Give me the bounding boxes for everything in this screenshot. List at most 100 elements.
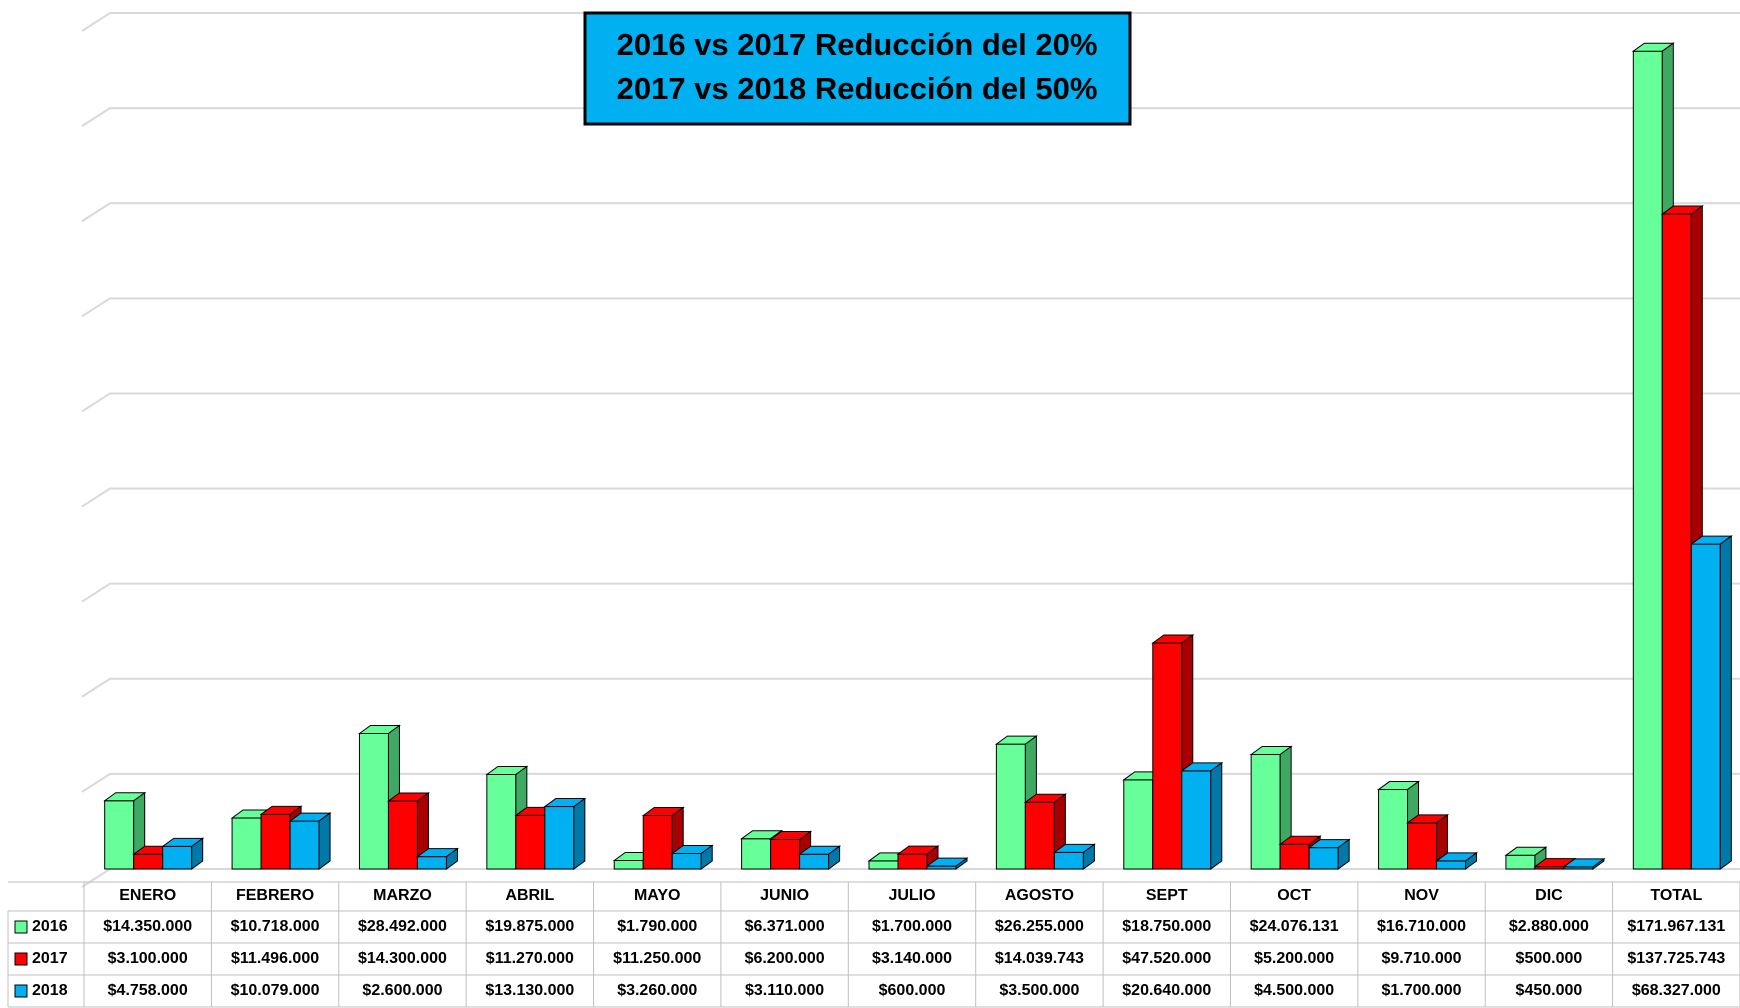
value-label: $4.500.000 xyxy=(1254,982,1334,999)
bar xyxy=(1435,851,1479,870)
x-tick-label: JULIO xyxy=(888,887,935,904)
value-label: $24.076.131 xyxy=(1250,918,1339,935)
bar-front xyxy=(770,839,801,870)
value-label: $171.967.131 xyxy=(1627,918,1725,935)
legend-key xyxy=(14,920,28,934)
bar-front xyxy=(387,800,418,870)
bar-side xyxy=(1465,851,1478,870)
value-label: $14.350.000 xyxy=(103,918,192,935)
bar xyxy=(1180,761,1224,870)
value-label: $137.725.743 xyxy=(1627,950,1725,967)
annotation: 2016 vs 2017 Reducción del 20% xyxy=(617,27,1098,62)
legend-label: 2017 xyxy=(32,950,68,967)
value-label: $2.600.000 xyxy=(362,982,442,999)
value-label: $18.750.000 xyxy=(1122,918,1211,935)
bar-front xyxy=(1279,843,1310,870)
bar-front xyxy=(1250,754,1281,870)
value-label: $11.496.000 xyxy=(231,950,319,967)
value-label: $14.039.743 xyxy=(995,950,1084,967)
value-label: $68.327.000 xyxy=(1632,982,1721,999)
bar-side xyxy=(573,797,586,870)
value-label: $47.520.000 xyxy=(1122,950,1211,967)
value-label: $1.790.000 xyxy=(617,918,697,935)
bar-front xyxy=(1407,822,1438,870)
legend-key xyxy=(14,952,28,966)
value-label: $28.492.000 xyxy=(358,918,447,935)
annotation: 2017 vs 2018 Reducción del 50% xyxy=(617,71,1098,106)
value-label: $1.700.000 xyxy=(1381,982,1461,999)
bar xyxy=(415,847,459,870)
bar xyxy=(1562,857,1606,870)
value-label: $4.758.000 xyxy=(108,982,188,999)
legend-label: 2018 xyxy=(32,982,68,999)
legend-key xyxy=(14,984,28,998)
value-label: $450.000 xyxy=(1516,982,1583,999)
value-label: $9.710.000 xyxy=(1381,950,1461,967)
bar-front xyxy=(671,852,702,870)
grid-line xyxy=(81,297,1740,318)
value-label: $500.000 xyxy=(1516,950,1583,967)
value-label: $2.880.000 xyxy=(1509,918,1589,935)
grid-line xyxy=(81,392,1740,413)
bar-front xyxy=(1661,213,1692,870)
bar xyxy=(896,845,940,870)
bar-front xyxy=(515,814,546,870)
bar-front xyxy=(897,853,928,870)
bar-side xyxy=(700,844,713,870)
x-tick-label: JUNIO xyxy=(760,887,809,904)
bar-front xyxy=(1436,860,1467,870)
bar xyxy=(1052,843,1096,870)
bar xyxy=(386,792,430,870)
value-label: $3.110.000 xyxy=(745,982,824,999)
bar-side xyxy=(445,847,458,870)
x-tick-label: NOV xyxy=(1404,887,1439,904)
value-label: $600.000 xyxy=(879,982,946,999)
x-tick-label: SEPT xyxy=(1146,887,1188,904)
bar xyxy=(1504,846,1548,870)
value-label: $11.250.000 xyxy=(613,950,701,967)
bar-front xyxy=(1505,854,1536,870)
value-label: $11.270.000 xyxy=(486,950,574,967)
value-label: $5.200.000 xyxy=(1254,950,1334,967)
grid-line xyxy=(81,12,1740,32)
bar-side xyxy=(828,845,841,870)
plot: ENERO FEBRERO MARZO ABRIL MAYO JUNIO JULIO AGOS… xyxy=(7,12,1740,1008)
value-label: $13.130.000 xyxy=(485,982,574,999)
bar-front xyxy=(1152,642,1183,870)
value-label: $10.718.000 xyxy=(231,918,320,935)
bar-front xyxy=(162,845,193,870)
x-tick-label: DIC xyxy=(1535,887,1563,904)
value-label: $26.255.000 xyxy=(995,918,1084,935)
bar-side xyxy=(1592,857,1605,870)
legend-label: 2016 xyxy=(32,918,68,935)
bar-front xyxy=(358,733,389,870)
bar xyxy=(1307,838,1351,870)
value-label: $3.100.000 xyxy=(108,950,188,967)
bar-front xyxy=(1378,789,1409,870)
bar xyxy=(925,857,969,870)
bar xyxy=(1689,535,1733,870)
value-label: $1.700.000 xyxy=(872,918,952,935)
bar-side xyxy=(191,837,204,870)
value-label: $10.079.000 xyxy=(231,982,320,999)
bar-front xyxy=(741,838,772,870)
bar-front xyxy=(1308,847,1339,870)
bar xyxy=(288,812,332,870)
bar-front xyxy=(289,820,320,870)
x-tick-label: AGOSTO xyxy=(1005,887,1074,904)
bar-side xyxy=(1210,761,1223,870)
bar-side xyxy=(1082,843,1095,870)
bar-front xyxy=(133,853,164,870)
grid-line xyxy=(81,202,1740,223)
bar-front xyxy=(416,856,447,870)
bar-front xyxy=(1690,543,1721,870)
bar xyxy=(1249,745,1293,870)
bar-front xyxy=(231,817,262,870)
bar-side xyxy=(1337,838,1350,870)
bar-front xyxy=(613,859,644,870)
bar-front xyxy=(1053,851,1084,870)
grid-line xyxy=(81,677,1740,698)
bar-front xyxy=(1181,770,1212,870)
value-label: $6.200.000 xyxy=(745,950,825,967)
